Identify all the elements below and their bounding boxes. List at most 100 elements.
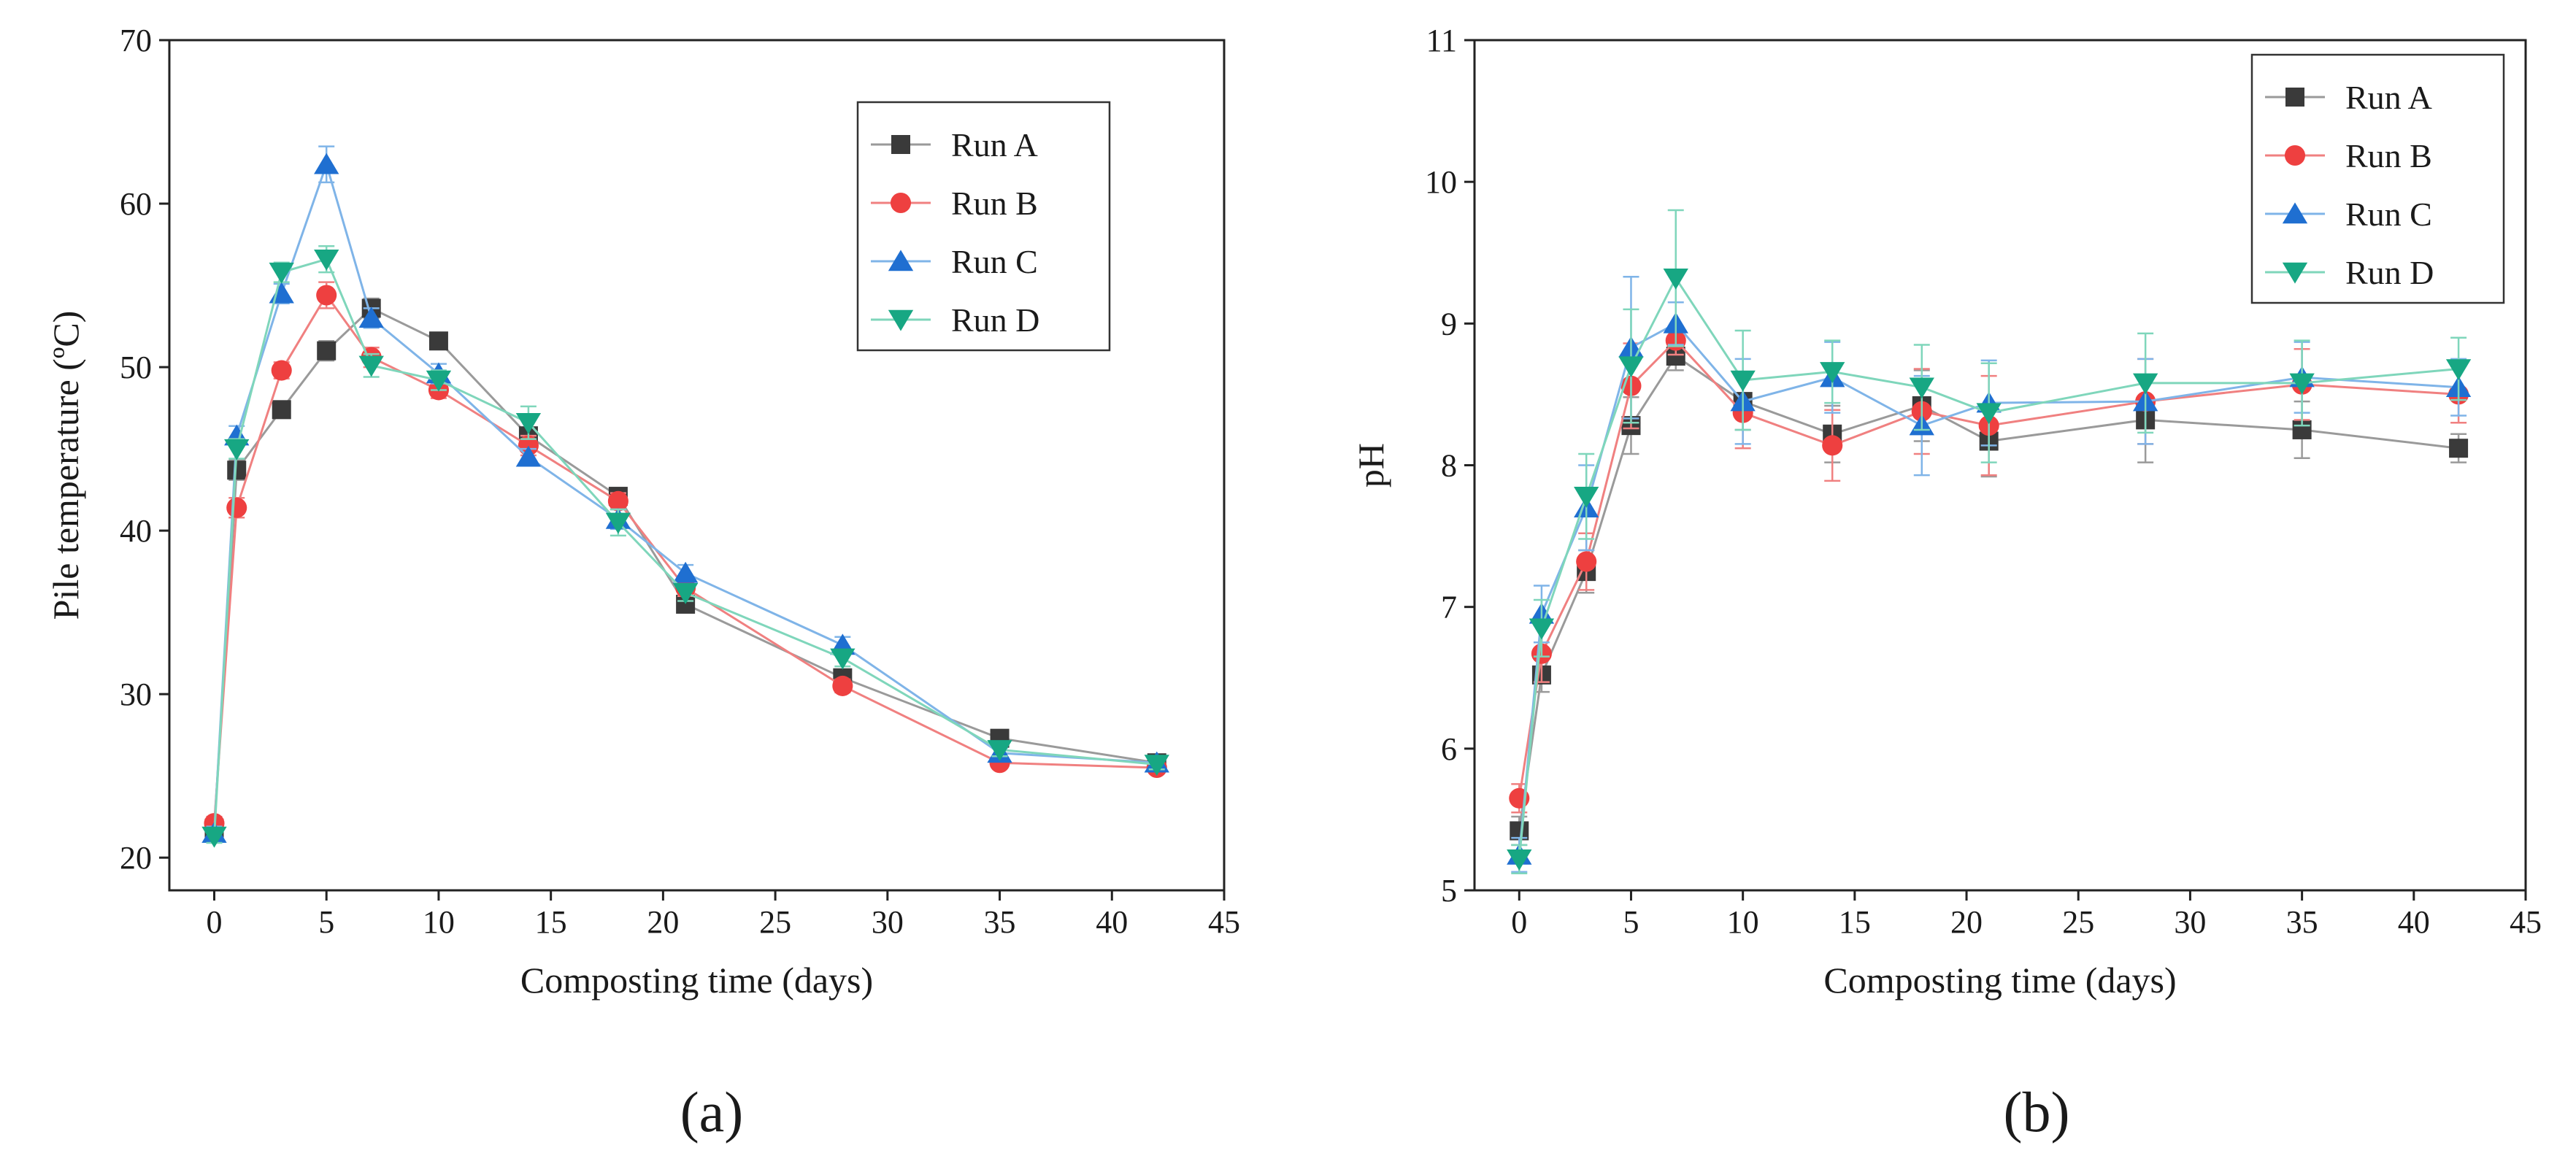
chart-a-point-run-d-0 — [201, 826, 227, 848]
chart-a-x-tick-label-35: 35 — [984, 904, 1016, 940]
chart-b-legend-marker-run-b — [2284, 144, 2306, 166]
chart-a-point-run-d-21 — [672, 582, 699, 604]
chart-b-series-run-d — [1507, 209, 2472, 874]
chart-a-legend-marker-run-c — [888, 250, 914, 271]
chart-b-series-run-c-line — [1518, 322, 2459, 855]
chart-b-legend-item-run-b: Run B — [2265, 137, 2432, 174]
chart-a-point-run-c-5 — [314, 153, 339, 174]
chart-b-point-run-a-42 — [2449, 439, 2469, 458]
chart-a-series-run-c-line — [212, 161, 1157, 833]
chart-b-point-run-d-14 — [1820, 362, 1845, 383]
chart-a-point-run-a-10 — [428, 331, 448, 351]
chart-a-plot-frame — [168, 39, 1226, 892]
chart-a-point-run-a-5 — [317, 341, 337, 361]
chart-a-series-run-d-line — [212, 258, 1157, 837]
chart-b-legend-label-run-b: Run B — [2345, 137, 2432, 174]
chart-a-point-run-b-28 — [832, 675, 853, 696]
chart-a-point-run-d-14 — [515, 412, 542, 434]
chart-a-legend-label-run-d: Run D — [951, 301, 1039, 339]
chart-a-series-run-a-line — [212, 307, 1157, 828]
chart-a-x-tick-label-45: 45 — [1208, 904, 1240, 940]
chart-b-x-tick-label-20: 20 — [1950, 904, 1983, 940]
chart-b-point-run-d-3 — [1574, 486, 1599, 508]
chart-b-legend: Run A Run B Run C Run D — [2250, 53, 2505, 304]
chart-b-point-run-d-21 — [1976, 403, 2002, 425]
chart-b-point-run-d-18 — [1909, 377, 1934, 399]
panel-label-b: (b) — [2004, 1080, 2070, 1144]
chart-b-x-tick-label-10: 10 — [1727, 904, 1759, 940]
chart-a-y-tick-label-50: 50 — [120, 350, 152, 385]
chart-b-y-tick-label-5: 5 — [1441, 873, 1457, 909]
chart-a-x-tick-label-5: 5 — [318, 904, 334, 940]
chart-a-series-run-b-line — [212, 293, 1157, 824]
chart-b-legend-item-run-c: Run C — [2265, 196, 2432, 233]
chart-a-x-tick-label-20: 20 — [647, 904, 679, 940]
chart-b-x-tick-label-30: 30 — [2174, 904, 2206, 940]
chart-b-legend-item-run-a: Run A — [2265, 79, 2432, 116]
chart-b: 0 5 10 15 20 25 30 35 40 45 5 6 7 8 9 10 11 Composting ti… — [1350, 23, 2542, 1001]
chart-a: 0 5 10 15 20 25 30 35 40 45 20 30 40 50 60 70 Composting… — [45, 23, 1240, 1001]
chart-a-point-run-b-18 — [607, 490, 628, 512]
chart-a-legend-item-run-a: Run A — [871, 126, 1038, 163]
chart-b-x-tick-label-0: 0 — [1511, 904, 1527, 940]
chart-b-series-run-d-line — [1518, 276, 2459, 860]
chart-b-x-tick-label-40: 40 — [2398, 904, 2430, 940]
chart-a-point-run-d-3 — [269, 262, 294, 284]
chart-b-y-tick-label-10: 10 — [1425, 164, 1457, 200]
chart-b-point-run-d-10 — [1730, 370, 1756, 392]
chart-a-point-run-c-14 — [515, 445, 542, 467]
chart-b-legend-marker-run-d — [2282, 262, 2308, 284]
chart-a-x-tick-label-15: 15 — [535, 904, 567, 940]
chart-b-legend-label-run-a: Run A — [2345, 79, 2432, 116]
chart-a-point-run-d-10 — [426, 370, 452, 392]
panel-label-a: (a) — [680, 1080, 744, 1144]
chart-a-point-run-c-21 — [672, 561, 699, 583]
chart-b-x-tick-label-35: 35 — [2286, 904, 2318, 940]
chart-b-point-run-b-3 — [1576, 551, 1597, 572]
chart-b-y-tick-label-6: 6 — [1441, 731, 1457, 767]
chart-a-point-run-a-3 — [272, 400, 291, 420]
chart-a-point-run-b-5 — [316, 285, 337, 306]
chart-a-legend-item-run-b: Run B — [871, 185, 1038, 222]
chart-a-x-tick-label-25: 25 — [759, 904, 791, 940]
chart-b-x-tick-label-25: 25 — [2062, 904, 2094, 940]
chart-a-point-run-c-3 — [269, 282, 294, 304]
chart-b-point-run-d-0 — [1507, 849, 1532, 871]
chart-b-point-run-d-1 — [1529, 618, 1555, 640]
chart-b-point-run-d-5 — [1618, 356, 1644, 378]
chart-a-y-tick-label-70: 70 — [120, 23, 152, 58]
chart-a-legend-item-run-d: Run D — [871, 301, 1039, 339]
chart-a-y-tick-label-30: 30 — [120, 677, 152, 712]
chart-a-x-tick-label-30: 30 — [872, 904, 904, 940]
chart-a-point-run-d-5 — [314, 249, 339, 271]
chart-b-x-axis-label: Composting time (days) — [1823, 960, 2176, 1001]
chart-b-legend-label-run-d: Run D — [2345, 254, 2434, 291]
chart-a-point-run-c-7 — [358, 307, 384, 328]
chart-a-legend-label-run-b: Run B — [951, 185, 1038, 222]
chart-b-x-tick-label-15: 15 — [1839, 904, 1871, 940]
chart-b-point-run-d-35 — [2289, 373, 2315, 395]
chart-b-point-run-d-7 — [1663, 268, 1688, 290]
chart-a-point-run-b-14 — [518, 435, 539, 456]
chart-a-x-axis-label: Composting time (days) — [520, 960, 873, 1001]
chart-a-point-run-d-28 — [830, 648, 856, 670]
chart-b-point-run-b-14 — [1822, 435, 1843, 456]
chart-a-point-run-d-35 — [987, 740, 1012, 761]
chart-a-x-tick-label-0: 0 — [206, 904, 222, 940]
chart-a-legend-label-run-c: Run C — [951, 243, 1038, 280]
chart-b-legend-marker-run-a — [2285, 88, 2304, 107]
chart-a-legend-label-run-a: Run A — [951, 126, 1038, 163]
chart-a-x-tick-label-10: 10 — [423, 904, 455, 940]
chart-a-legend-item-run-c: Run C — [871, 243, 1038, 280]
chart-b-y-tick-label-11: 11 — [1426, 23, 1457, 58]
chart-b-y-tick-label-8: 8 — [1441, 448, 1457, 484]
chart-b-point-run-d-28 — [2132, 373, 2158, 395]
chart-a-point-run-d-7 — [358, 355, 384, 377]
chart-a-point-run-b-1 — [226, 497, 247, 518]
chart-b-legend-item-run-d: Run D — [2265, 254, 2434, 291]
chart-a-legend: Run A Run B Run C Run D — [856, 101, 1111, 352]
chart-a-point-run-d-18 — [605, 512, 631, 534]
chart-b-legend-marker-run-c — [2282, 202, 2308, 224]
chart-a-legend-marker-run-a — [891, 135, 910, 154]
